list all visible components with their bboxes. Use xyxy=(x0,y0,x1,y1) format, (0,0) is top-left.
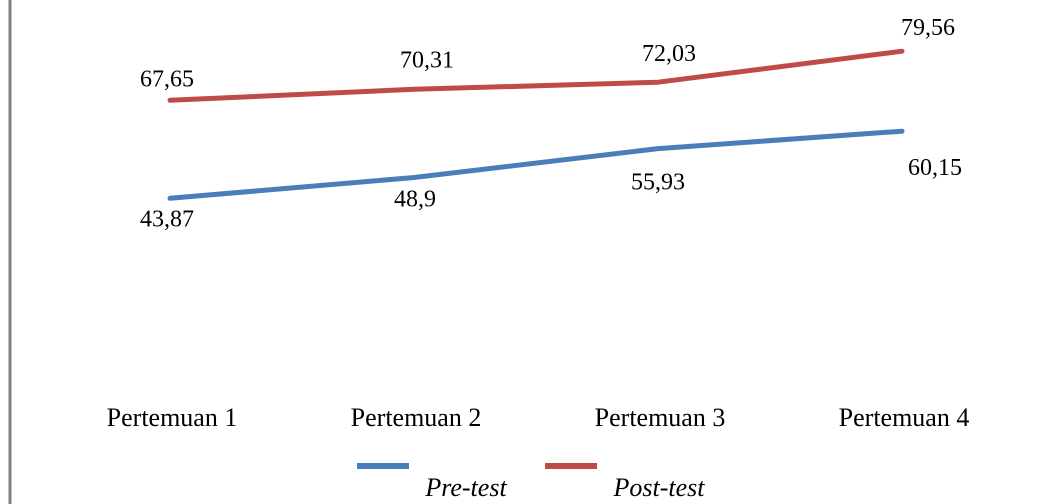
legend: Pre-test Post-test xyxy=(357,463,706,502)
data-label: 72,03 xyxy=(642,41,696,67)
data-label: 55,93 xyxy=(631,170,685,196)
x-tick-label: Pertemuan 3 xyxy=(595,403,726,432)
data-label: 48,9 xyxy=(394,187,436,213)
x-tick-label: Pertemuan 1 xyxy=(107,403,238,432)
data-label: 70,31 xyxy=(400,47,454,73)
series-line-pre-test xyxy=(167,128,905,201)
series-layer xyxy=(167,48,905,201)
legend-label: Pre-test xyxy=(424,473,507,502)
data-label: 43,87 xyxy=(140,206,194,232)
data-label: 79,56 xyxy=(901,15,955,41)
data-label: 67,65 xyxy=(140,66,194,92)
data-label-layer: 43,87 48,9 55,93 60,15 67,65 70,31 72,03 79,56 xyxy=(140,15,962,232)
x-tick-label: Pertemuan 4 xyxy=(839,403,970,432)
series-line-post-test xyxy=(167,48,905,103)
x-tick-label: Pertemuan 2 xyxy=(351,403,482,432)
x-axis-tick-labels: Pertemuan 1 Pertemuan 2 Pertemuan 3 Pertemu… xyxy=(107,403,970,432)
data-label: 60,15 xyxy=(908,155,962,181)
legend-label: Post-test xyxy=(613,473,706,502)
